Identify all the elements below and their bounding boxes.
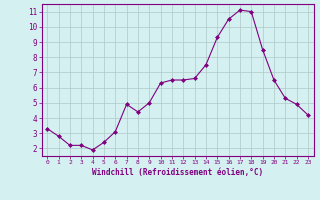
X-axis label: Windchill (Refroidissement éolien,°C): Windchill (Refroidissement éolien,°C) [92, 168, 263, 177]
